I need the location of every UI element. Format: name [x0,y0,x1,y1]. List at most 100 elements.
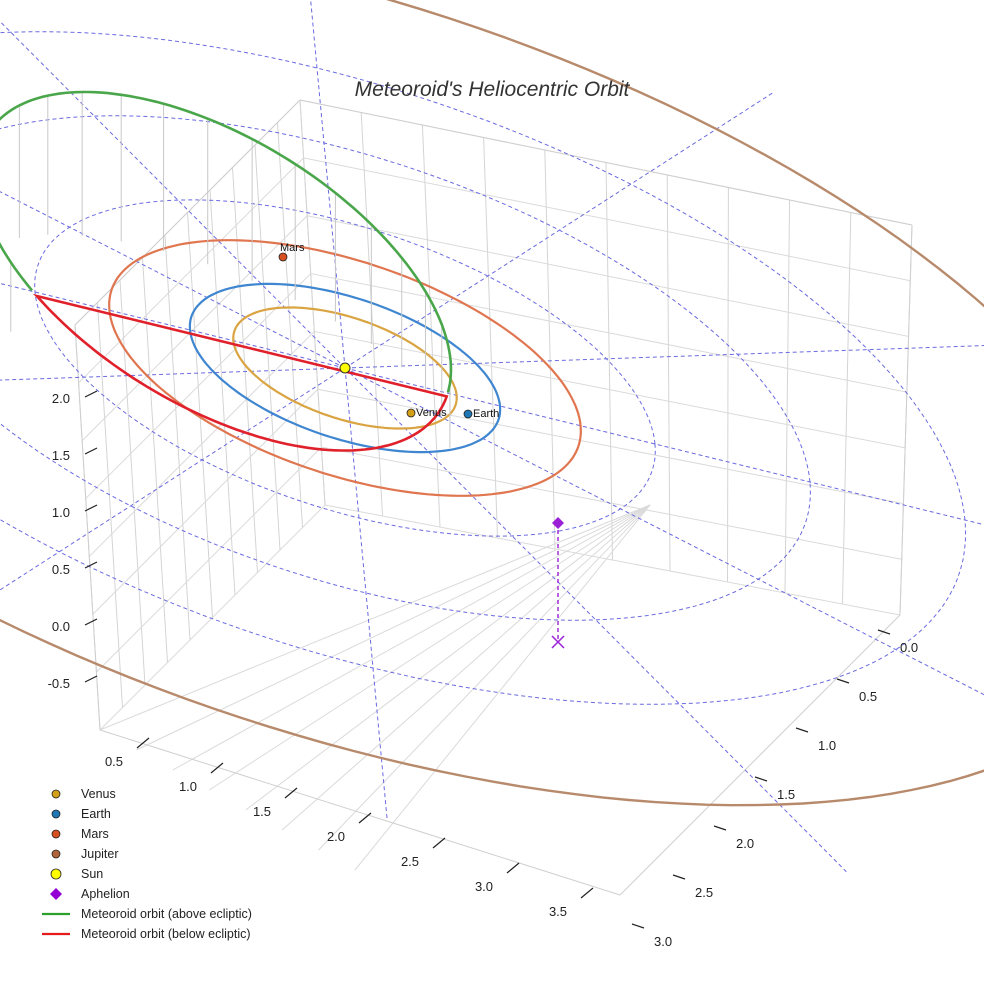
aphelion-projection-mark [551,635,565,649]
x-tick-label: 1.5 [253,804,271,819]
legend-jupiter-swatch [51,849,61,859]
ecliptic-spoke [310,0,346,369]
pane-grid-line [307,215,909,337]
y-tick-mark [877,629,891,635]
meteoroid-orbit-below [32,293,449,452]
ecliptic-grid [0,0,984,873]
y-tick-label: 0.5 [859,689,877,704]
pane-grid-line [321,446,902,560]
pane-grid-line [78,157,304,384]
z-tick-label: 1.0 [52,505,70,520]
sun-marker [339,362,351,374]
legend-jupiter-label: Jupiter [81,847,119,861]
jupiter-orbit [0,0,984,807]
ecliptic-ring [0,31,967,705]
earth-marker [463,409,473,419]
pane-grid-line [92,388,319,615]
z-tick-label: 2.0 [52,391,70,406]
y-tick-label: 2.5 [695,885,713,900]
pane-grid-line [666,174,671,572]
pane-grid-line [99,504,326,731]
legend-sun-swatch [50,868,62,880]
meteoroid-orbit [0,90,565,649]
pane-grid-line [354,504,651,871]
pane-edge [99,729,621,896]
z-tick-mark [84,561,98,569]
pane-edge [899,224,913,616]
z-tick-label: 0.0 [52,619,70,634]
axis-ticks: 0.5 1.0 1.5 2.0 2.5 3.0 3.5 0.0 0.5 1.0 1.5 2.0 2.5 3… [48,390,918,949]
pane-grid-line [172,504,651,771]
legend-mars-label: Mars [81,827,109,841]
y-tick-mark [754,776,768,782]
ecliptic-spoke [344,367,984,526]
legend-sun-label: Sun [81,867,103,881]
pane-grid-line [310,273,907,393]
pane-grid-line [88,331,315,557]
ecliptic-spoke [344,91,774,369]
pane-grid-line [164,234,191,641]
x-tick-label: 1.0 [179,779,197,794]
z-tick-mark [84,504,98,512]
pane-grid-line [85,273,312,499]
pane-grid-line [421,124,441,528]
legend-aphelion-label: Aphelion [81,887,130,901]
z-tick-mark [84,390,98,398]
x-tick-mark [358,812,372,824]
y-tick-label: 0.0 [900,640,918,655]
z-tick-mark [84,675,98,683]
y-tick-mark [631,923,645,929]
chart-title: Meteoroid's Heliocentric Orbit [355,78,631,101]
pane-grid-line [96,446,322,673]
pane-edge [619,614,901,896]
aphelion-marker [552,517,564,529]
pane-grid-line [245,504,651,811]
y-tick-mark [713,825,727,831]
x-tick-label: 0.5 [105,754,123,769]
planet-label-mars: Mars [280,242,305,254]
pane-grid-line [232,167,258,573]
pane-grid-line [97,302,123,708]
pane-grid-line [142,257,168,663]
legend-earth-label: Earth [81,807,111,821]
x-tick-mark [580,887,594,899]
y-tick-mark [795,727,809,733]
pane-grid-line [277,122,303,528]
legend-meteoroid-orbit-above-ecliptic-label: Meteoroid orbit (above ecliptic) [81,907,252,921]
z-tick-mark [84,447,98,455]
planet-label-earth: Earth [473,408,499,420]
pane-grid-line [784,199,791,594]
pane-grid-line [209,504,651,791]
y-tick-mark [672,874,686,880]
x-tick-mark [210,762,224,774]
mars-marker [278,252,288,262]
x-tick-label: 2.5 [401,854,419,869]
pane-grid-line [254,144,281,551]
legend: Venus Earth Mars Jupiter Sun Aphelion Meteoroi… [42,787,252,941]
legend-aphelion-swatch [50,888,62,900]
y-tick-label: 1.5 [777,787,795,802]
planet-orbits [0,0,984,807]
pane-grid-line [281,504,651,831]
pane-grid-line [317,388,904,505]
pane-grid-line [605,162,613,561]
pane-edge [299,99,913,226]
pane-grid-line [303,157,911,282]
pane-edge [74,99,301,326]
y-tick-mark [836,678,850,684]
pane-grid-line [483,137,498,539]
venus-orbit [232,306,458,430]
legend-venus-swatch [51,789,61,799]
ecliptic-spoke [344,367,388,819]
x-tick-label: 3.0 [475,879,493,894]
legend-earth-swatch [51,809,61,819]
ecliptic-spoke [0,282,346,369]
pane-grid-line [842,212,852,605]
pane-grid-line [81,215,308,442]
mars-orbit [108,239,582,497]
y-tick-label: 2.0 [736,836,754,851]
projection-lines [10,91,451,448]
z-tick-label: -0.5 [48,676,70,691]
planet-markers: Mars Venus Earth [278,242,499,420]
